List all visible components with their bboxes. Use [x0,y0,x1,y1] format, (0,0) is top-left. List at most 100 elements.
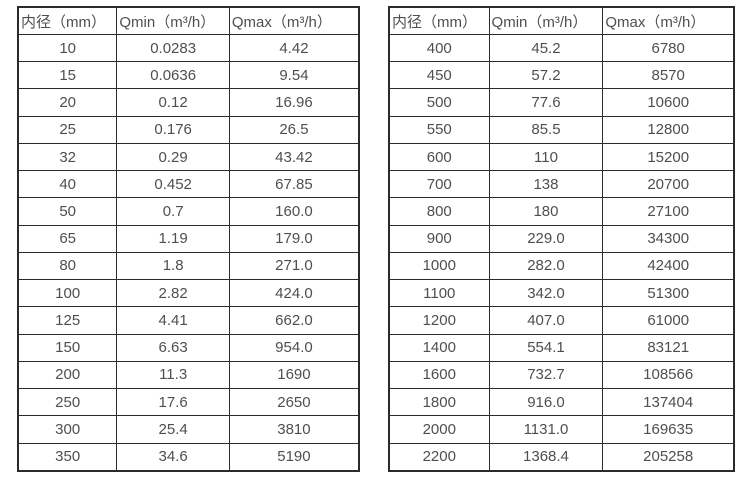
table-cell: 125 [17,306,118,335]
table-row: 1600 732.7 108566 [388,360,735,390]
header-qmin: Qmin（m³/h） [488,6,604,35]
table-cell: 1200 [388,306,490,335]
table-cell: 15200 [602,142,735,172]
table-cell: 2000 [388,415,490,444]
table-cell: 6.63 [116,333,230,362]
table-row: 100 2.82 424.0 [17,279,360,308]
table-cell: 5190 [228,442,360,472]
table-cell: 9.54 [228,61,360,90]
table-row: 550 85.5 12800 [388,115,735,144]
table-cell: 229.0 [488,224,604,253]
table-cell: 1800 [388,388,490,417]
table-cell: 350 [17,442,118,472]
table-cell: 4.42 [228,33,360,63]
table-cell: 554.1 [488,333,604,362]
table-cell: 200 [17,360,118,390]
table-row: 32 0.29 43.42 [17,142,360,172]
table-cell: 45.2 [488,33,604,63]
table-row: 1000 282.0 42400 [388,251,735,281]
table-cell: 342.0 [488,279,604,308]
table-cell: 2.82 [116,279,230,308]
table-cell: 282.0 [488,251,604,281]
table-cell: 17.6 [116,388,230,417]
table-row: 1800 916.0 137404 [388,388,735,417]
table-cell: 138 [488,170,604,199]
table-cell: 25 [17,115,118,144]
table-row: 1100 342.0 51300 [388,279,735,308]
table-cell: 15 [17,61,118,90]
table-cell: 83121 [602,333,735,362]
table-cell: 271.0 [228,251,360,281]
table-cell: 1.19 [116,224,230,253]
table-cell: 450 [388,61,490,90]
table-row: 80 1.8 271.0 [17,251,360,281]
table-cell: 0.0636 [116,61,230,90]
table-cell: 800 [388,197,490,226]
table-cell: 150 [17,333,118,362]
table-cell: 1100 [388,279,490,308]
table-cell: 205258 [602,442,735,472]
header-qmax: Qmax（m³/h） [602,6,735,35]
table-cell: 662.0 [228,306,360,335]
table-cell: 20700 [602,170,735,199]
table-cell: 179.0 [228,224,360,253]
table-cell: 1131.0 [488,415,604,444]
table-cell: 77.6 [488,88,604,117]
table-row: 200 11.3 1690 [17,360,360,390]
table-cell: 40 [17,170,118,199]
table-cell: 110 [488,142,604,172]
table-row: 400 45.2 6780 [388,33,735,63]
table-cell: 85.5 [488,115,604,144]
header-qmax: Qmax（m³/h） [228,6,360,35]
table-cell: 25.4 [116,415,230,444]
table-cell: 700 [388,170,490,199]
table-cell: 1.8 [116,251,230,281]
table-cell: 1400 [388,333,490,362]
table-cell: 0.29 [116,142,230,172]
table-cell: 27100 [602,197,735,226]
table-cell: 16.96 [228,88,360,117]
table-header-row: 内径（mm） Qmin（m³/h） Qmax（m³/h） [17,6,360,35]
table-cell: 61000 [602,306,735,335]
table-cell: 10 [17,33,118,63]
table-row: 50 0.7 160.0 [17,197,360,226]
table-cell: 300 [17,415,118,444]
table-row: 1200 407.0 61000 [388,306,735,335]
table-cell: 407.0 [488,306,604,335]
table-cell: 4.41 [116,306,230,335]
table-cell: 250 [17,388,118,417]
table-row: 40 0.452 67.85 [17,170,360,199]
table-row: 65 1.19 179.0 [17,224,360,253]
table-row: 900 229.0 34300 [388,224,735,253]
table-cell: 43.42 [228,142,360,172]
table-cell: 600 [388,142,490,172]
table-cell: 0.7 [116,197,230,226]
flow-spec-table-large-diameters: 内径（mm） Qmin（m³/h） Qmax（m³/h） 400 45.2 6780… [388,6,735,472]
table-cell: 34.6 [116,442,230,472]
table-cell: 0.0283 [116,33,230,63]
table-row: 10 0.0283 4.42 [17,33,360,63]
table-row: 125 4.41 662.0 [17,306,360,335]
table-cell: 65 [17,224,118,253]
table-cell: 180 [488,197,604,226]
table-cell: 1690 [228,360,360,390]
table-cell: 732.7 [488,360,604,390]
table-row: 2200 1368.4 205258 [388,442,735,472]
table-row: 600 110 15200 [388,142,735,172]
table-cell: 34300 [602,224,735,253]
table-cell: 6780 [602,33,735,63]
table-row: 450 57.2 8570 [388,61,735,90]
flow-spec-table-small-diameters: 内径（mm） Qmin（m³/h） Qmax（m³/h） 10 0.0283 4.4… [17,6,360,472]
table-cell: 3810 [228,415,360,444]
table-header-row: 内径（mm） Qmin（m³/h） Qmax（m³/h） [388,6,735,35]
table-cell: 400 [388,33,490,63]
table-cell: 160.0 [228,197,360,226]
table-cell: 57.2 [488,61,604,90]
table-row: 350 34.6 5190 [17,442,360,472]
table-cell: 424.0 [228,279,360,308]
table-row: 300 25.4 3810 [17,415,360,444]
header-qmin: Qmin（m³/h） [116,6,230,35]
table-cell: 1600 [388,360,490,390]
table-cell: 550 [388,115,490,144]
table-cell: 100 [17,279,118,308]
